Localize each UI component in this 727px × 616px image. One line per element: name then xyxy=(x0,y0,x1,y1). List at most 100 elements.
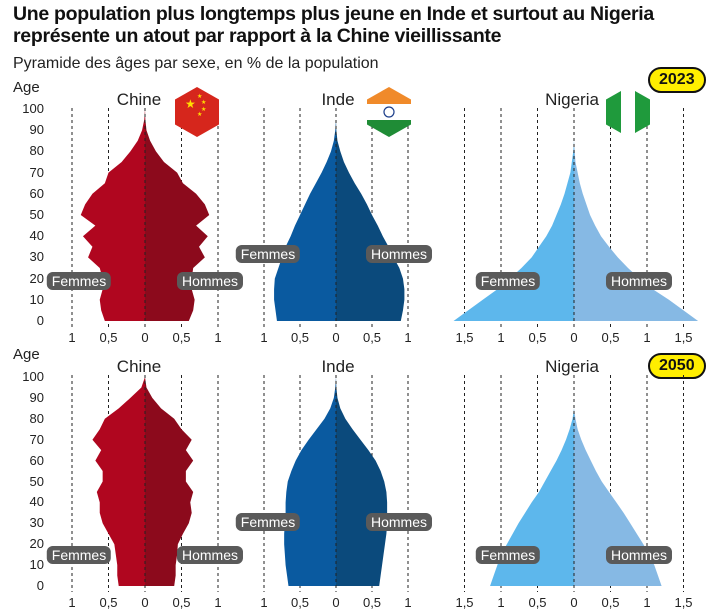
age-tick-label: 100 xyxy=(22,369,44,384)
men-bars xyxy=(574,377,662,586)
pyramid-chine-2023 xyxy=(71,108,219,327)
x-tick-label: 1 xyxy=(643,330,651,345)
x-tick-label: 0,5 xyxy=(172,330,191,345)
svg-text:★: ★ xyxy=(197,111,202,118)
x-tick-label: 1 xyxy=(68,595,76,610)
x-tick-label: 1 xyxy=(260,330,268,345)
svg-text:★: ★ xyxy=(201,106,206,113)
svg-text:★: ★ xyxy=(185,97,196,111)
men-bars xyxy=(145,377,194,586)
men-bars xyxy=(574,109,699,321)
age-tick-label: 40 xyxy=(29,494,44,510)
women-label: Femmes xyxy=(46,546,112,564)
country-title-nigeria: Nigeria xyxy=(545,90,599,109)
x-tick-label: 0,5 xyxy=(528,330,547,345)
x-tick-label: 0 xyxy=(141,595,149,610)
x-tick-label: 1 xyxy=(214,595,222,610)
pyramid-nigeria-2023 xyxy=(453,108,699,327)
x-tick-label: 0,5 xyxy=(290,330,310,345)
year-badge-2023: 2023 xyxy=(648,67,706,93)
women-bars xyxy=(284,377,336,586)
age-tick-label: 0 xyxy=(36,313,44,328)
women-bars xyxy=(453,109,574,321)
svg-text:★: ★ xyxy=(197,93,202,100)
age-tick-label: 30 xyxy=(29,249,44,265)
pyramid-inde-2050 xyxy=(263,375,409,592)
x-tick-label: 0 xyxy=(332,330,340,345)
country-title-inde: Inde xyxy=(321,357,355,376)
x-tick-label: 1 xyxy=(497,330,505,345)
men-label: Hommes xyxy=(365,245,433,263)
age-tick-label: 100 xyxy=(22,101,44,116)
age-tick-label: 70 xyxy=(29,431,44,447)
nigeria-flag-icon xyxy=(606,87,650,137)
age-tick-label: 90 xyxy=(29,389,44,405)
age-tick-label: 60 xyxy=(29,452,44,468)
x-tick-label: 1 xyxy=(260,595,268,610)
country-title-nigeria: Nigeria xyxy=(545,357,599,376)
x-tick-label: 1 xyxy=(214,330,222,345)
india-flag-icon xyxy=(367,87,411,137)
x-tick-label: 0,5 xyxy=(601,595,620,610)
x-tick-label: 1 xyxy=(68,330,76,345)
age-tick-label: 0 xyxy=(36,578,44,593)
women-label: Femmes xyxy=(475,546,541,564)
country-title-chine: Chine xyxy=(116,90,162,109)
age-tick-label: 50 xyxy=(29,207,44,222)
x-tick-label: 0,5 xyxy=(172,595,191,610)
men-bars xyxy=(145,109,210,321)
men-bars xyxy=(336,109,405,321)
age-tick-label: 50 xyxy=(29,473,44,489)
x-tick-label: 0 xyxy=(332,595,340,610)
china-flag-icon: ★ ★ ★ ★ ★ xyxy=(175,87,219,137)
x-tick-label: 1,5 xyxy=(455,330,474,345)
page-title: Une population plus longtemps plus jeune… xyxy=(13,3,654,47)
x-tick-label: 0,5 xyxy=(601,330,620,345)
age-tick-label: 60 xyxy=(29,185,44,201)
age-tick-label: 90 xyxy=(29,122,44,138)
women-bars xyxy=(92,377,145,586)
x-tick-label: 0,5 xyxy=(528,595,547,610)
x-tick-label: 1 xyxy=(404,330,412,345)
x-tick-label: 1 xyxy=(404,595,412,610)
country-title-inde: Inde xyxy=(321,90,355,109)
men-label: Hommes xyxy=(176,272,244,290)
svg-text:★: ★ xyxy=(201,99,206,106)
women-label: Femmes xyxy=(235,513,301,531)
age-tick-label: 70 xyxy=(29,164,44,180)
age-tick-label: 40 xyxy=(29,228,44,244)
age-tick-label: 10 xyxy=(29,557,44,573)
women-bars xyxy=(80,109,145,321)
men-label: Hommes xyxy=(176,546,244,564)
women-bars xyxy=(274,109,336,321)
x-tick-label: 1,5 xyxy=(674,595,693,610)
age-tick-label: 80 xyxy=(29,410,44,426)
age-tick-label: 30 xyxy=(29,515,44,531)
year-badge-2050: 2050 xyxy=(648,353,706,379)
x-tick-label: 0 xyxy=(570,595,578,610)
age-tick-label: 80 xyxy=(29,143,44,159)
age-tick-label: 20 xyxy=(29,270,44,286)
women-label: Femmes xyxy=(235,245,301,263)
men-bars xyxy=(336,377,388,586)
women-bars xyxy=(490,377,574,586)
age-axis-label-2050: Age xyxy=(13,346,40,363)
x-tick-label: 1,5 xyxy=(674,330,693,345)
age-axis-label: Age xyxy=(13,79,40,96)
x-tick-label: 0 xyxy=(141,330,149,345)
age-tick-label: 10 xyxy=(29,291,44,307)
x-tick-label: 0,5 xyxy=(362,595,382,610)
x-tick-label: 0,5 xyxy=(362,330,382,345)
men-label: Hommes xyxy=(365,513,433,531)
pyramid-inde-2023 xyxy=(263,108,409,327)
x-tick-label: 0,5 xyxy=(99,595,118,610)
subtitle: Pyramide des âges par sexe, en % de la p… xyxy=(13,55,379,72)
women-label: Femmes xyxy=(46,272,112,290)
x-tick-label: 0,5 xyxy=(99,330,118,345)
x-tick-label: 1 xyxy=(497,595,505,610)
men-label: Hommes xyxy=(605,546,673,564)
women-label: Femmes xyxy=(475,272,541,290)
x-tick-label: 0 xyxy=(570,330,578,345)
x-tick-label: 1,5 xyxy=(455,595,474,610)
